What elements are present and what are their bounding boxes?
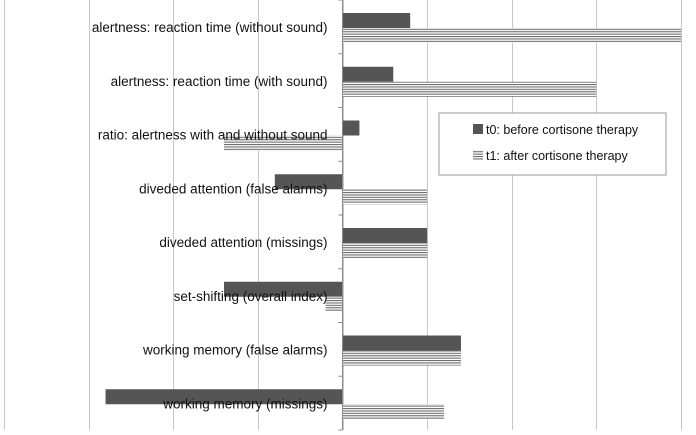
- category-label: ratio: alertness with and without sound: [98, 128, 328, 143]
- category-labels: alertness: reaction time (without sound)…: [92, 20, 328, 411]
- bar-t0: [342, 13, 411, 28]
- bar-t1: [342, 28, 681, 43]
- legend: t0: before cortisone therapy t1: after co…: [438, 112, 667, 176]
- bar-t1: [342, 81, 597, 97]
- bar-t1: [224, 135, 343, 151]
- legend-label: t0: before cortisone therapy: [486, 123, 639, 137]
- category-label: alertness: reaction time (without sound): [92, 20, 328, 35]
- bar-t0: [342, 228, 428, 243]
- bar-t1: [342, 350, 461, 366]
- category-label: working memory (missings): [162, 396, 327, 411]
- category-label: working memory (false alarms): [142, 343, 328, 358]
- bar-t1: [325, 296, 343, 312]
- bar-t0: [342, 66, 394, 82]
- bar-t0: [224, 281, 343, 297]
- bar-t0: [274, 174, 343, 190]
- legend-swatch: [473, 150, 483, 160]
- bar-t0: [105, 389, 343, 405]
- bar-t1: [342, 189, 428, 205]
- axis: [338, 0, 343, 431]
- bar-t1: [342, 243, 428, 258]
- category-label: set-shifting (overall index): [174, 289, 328, 304]
- legend-label: t1: after cortisone therapy: [486, 149, 628, 163]
- category-label: diveded attention (missings): [159, 235, 327, 250]
- bar-t1: [342, 404, 445, 420]
- bar-t0: [342, 335, 461, 351]
- legend-box: [438, 112, 667, 176]
- bar-t0: [342, 120, 360, 136]
- legend-swatch: [473, 124, 483, 134]
- category-label: alertness: reaction time (with sound): [111, 74, 328, 89]
- bars: [105, 13, 681, 420]
- category-label: diveded attention (false alarms): [139, 181, 327, 196]
